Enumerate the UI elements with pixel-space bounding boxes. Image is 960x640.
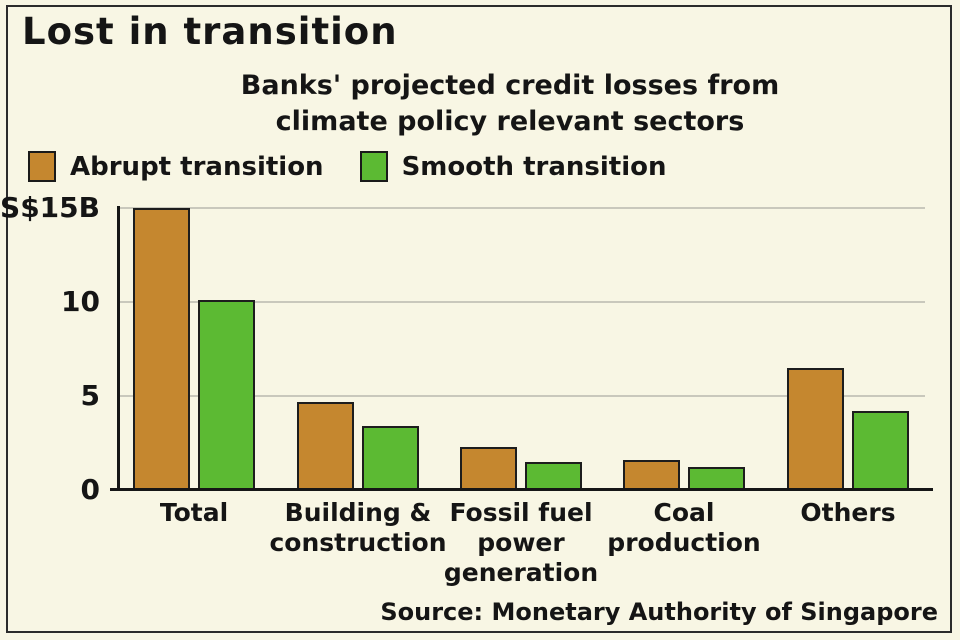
bar-total-smooth-transition <box>198 300 255 490</box>
legend: Abrupt transition Smooth transition <box>28 151 667 182</box>
x-axis-label-others: Others <box>800 498 896 527</box>
bar-others-smooth-transition <box>852 411 909 490</box>
x-axis-label-fossil-fuel-power-generation: Fossil fuel power generation <box>443 498 599 587</box>
bar-fossil-fuel-power-generation-abrupt-transition <box>460 447 517 490</box>
x-axis-line <box>110 488 933 491</box>
chart-subtitle: Banks' projected credit losses from clim… <box>180 68 840 140</box>
bar-building-construction-smooth-transition <box>362 426 419 490</box>
y-tick-label-10: 10 <box>61 285 100 318</box>
bar-fossil-fuel-power-generation-smooth-transition <box>525 462 582 490</box>
gridline-15 <box>118 207 925 209</box>
legend-item-smooth-transition: Smooth transition <box>359 151 667 182</box>
gridline-10 <box>118 301 925 303</box>
gridline-5 <box>118 395 925 397</box>
legend-swatch-smooth-transition <box>359 151 388 182</box>
y-axis-line <box>117 206 120 490</box>
chart-subtitle-line1: Banks' projected credit losses from <box>240 70 780 101</box>
legend-label: Smooth transition <box>401 151 667 182</box>
y-tick-label-5: 5 <box>80 379 100 412</box>
bar-total-abrupt-transition <box>133 208 190 490</box>
legend-swatch-abrupt-transition <box>28 151 56 182</box>
x-axis-label-coal-production: Coal production <box>607 498 761 557</box>
chart-title: Lost in transition <box>22 10 398 53</box>
y-tick-label-15: S$15B <box>0 191 100 224</box>
bar-coal-production-abrupt-transition <box>623 460 680 490</box>
legend-item-abrupt-transition: Abrupt transition <box>28 151 324 182</box>
x-axis-label-building-construction: Building & construction <box>269 498 447 557</box>
bar-building-construction-abrupt-transition <box>297 402 354 490</box>
chart-subtitle-line2: climate policy relevant sectors <box>275 106 745 137</box>
bar-coal-production-smooth-transition <box>688 467 745 490</box>
legend-label: Abrupt transition <box>70 151 324 182</box>
source-note: Source: Monetary Authority of Singapore <box>380 598 938 626</box>
y-tick-label-0: 0 <box>80 473 100 506</box>
bar-others-abrupt-transition <box>787 368 844 490</box>
x-axis-label-total: Total <box>159 498 229 527</box>
